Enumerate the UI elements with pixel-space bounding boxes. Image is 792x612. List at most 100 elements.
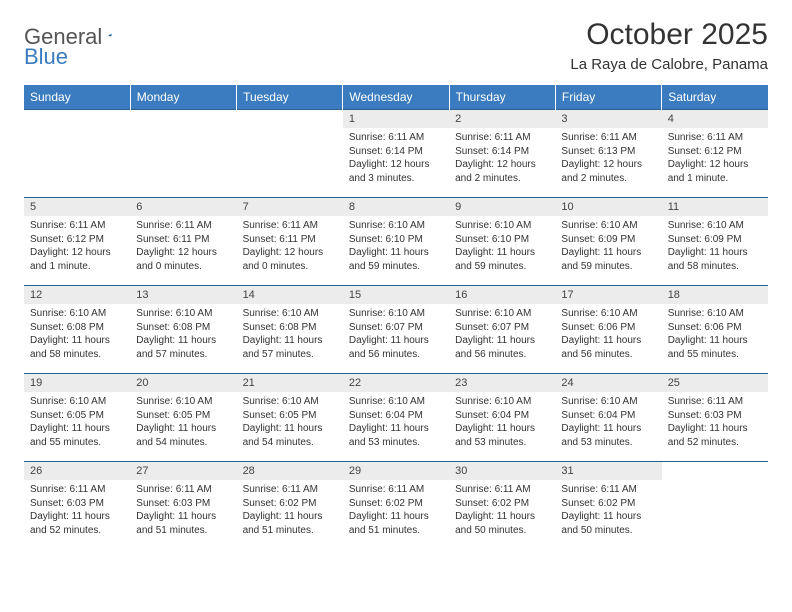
day-detail-line: and 53 minutes.	[455, 436, 549, 450]
day-detail-line: Sunrise: 6:11 AM	[455, 131, 549, 145]
calendar-day-cell	[24, 110, 130, 198]
weekday-header: Wednesday	[343, 85, 449, 110]
day-details: Sunrise: 6:11 AMSunset: 6:02 PMDaylight:…	[343, 480, 449, 540]
day-detail-line: and 58 minutes.	[30, 348, 124, 362]
calendar-day-cell: 3Sunrise: 6:11 AMSunset: 6:13 PMDaylight…	[555, 110, 661, 198]
day-number: 23	[449, 374, 555, 392]
day-number: 18	[662, 286, 768, 304]
day-number: 4	[662, 110, 768, 128]
day-detail-line: Daylight: 12 hours	[561, 158, 655, 172]
day-detail-line: Sunrise: 6:11 AM	[30, 483, 124, 497]
calendar-day-cell: 1Sunrise: 6:11 AMSunset: 6:14 PMDaylight…	[343, 110, 449, 198]
day-details: Sunrise: 6:10 AMSunset: 6:05 PMDaylight:…	[130, 392, 236, 452]
calendar-day-cell: 7Sunrise: 6:11 AMSunset: 6:11 PMDaylight…	[237, 198, 343, 286]
calendar-day-cell: 22Sunrise: 6:10 AMSunset: 6:04 PMDayligh…	[343, 374, 449, 462]
day-detail-line: Daylight: 11 hours	[668, 334, 762, 348]
day-detail-line: Sunrise: 6:11 AM	[561, 483, 655, 497]
day-details: Sunrise: 6:10 AMSunset: 6:09 PMDaylight:…	[662, 216, 768, 276]
day-detail-line: Sunset: 6:12 PM	[30, 233, 124, 247]
day-detail-line: Daylight: 11 hours	[243, 334, 337, 348]
calendar-day-cell: 28Sunrise: 6:11 AMSunset: 6:02 PMDayligh…	[237, 462, 343, 550]
day-detail-line: Sunset: 6:02 PM	[349, 497, 443, 511]
day-details	[24, 116, 130, 122]
weekday-header: Tuesday	[237, 85, 343, 110]
day-detail-line: Sunrise: 6:10 AM	[668, 307, 762, 321]
day-number: 8	[343, 198, 449, 216]
day-detail-line: Sunrise: 6:10 AM	[243, 395, 337, 409]
day-detail-line: Daylight: 11 hours	[30, 510, 124, 524]
day-detail-line: Daylight: 11 hours	[561, 422, 655, 436]
day-detail-line: Sunset: 6:08 PM	[30, 321, 124, 335]
day-detail-line: Daylight: 11 hours	[136, 334, 230, 348]
day-detail-line: Daylight: 12 hours	[243, 246, 337, 260]
day-detail-line: and 0 minutes.	[243, 260, 337, 274]
day-detail-line: Sunrise: 6:10 AM	[455, 395, 549, 409]
day-detail-line: Sunrise: 6:10 AM	[455, 307, 549, 321]
day-number: 28	[237, 462, 343, 480]
calendar-day-cell: 25Sunrise: 6:11 AMSunset: 6:03 PMDayligh…	[662, 374, 768, 462]
day-detail-line: Sunrise: 6:11 AM	[668, 131, 762, 145]
calendar-week-row: 5Sunrise: 6:11 AMSunset: 6:12 PMDaylight…	[24, 198, 768, 286]
day-number: 12	[24, 286, 130, 304]
day-detail-line: and 3 minutes.	[349, 172, 443, 186]
day-detail-line: Daylight: 11 hours	[136, 510, 230, 524]
day-details	[662, 468, 768, 474]
day-details: Sunrise: 6:10 AMSunset: 6:06 PMDaylight:…	[662, 304, 768, 364]
day-detail-line: and 54 minutes.	[136, 436, 230, 450]
calendar-day-cell: 18Sunrise: 6:10 AMSunset: 6:06 PMDayligh…	[662, 286, 768, 374]
day-detail-line: Sunset: 6:11 PM	[243, 233, 337, 247]
day-detail-line: Daylight: 12 hours	[349, 158, 443, 172]
calendar-body: 1Sunrise: 6:11 AMSunset: 6:14 PMDaylight…	[24, 110, 768, 550]
weekday-header-row: SundayMondayTuesdayWednesdayThursdayFrid…	[24, 85, 768, 110]
day-number: 21	[237, 374, 343, 392]
day-detail-line: Daylight: 11 hours	[30, 334, 124, 348]
calendar-day-cell: 2Sunrise: 6:11 AMSunset: 6:14 PMDaylight…	[449, 110, 555, 198]
day-detail-line: and 52 minutes.	[30, 524, 124, 538]
calendar-day-cell: 15Sunrise: 6:10 AMSunset: 6:07 PMDayligh…	[343, 286, 449, 374]
day-detail-line: and 56 minutes.	[561, 348, 655, 362]
day-detail-line: Sunset: 6:03 PM	[668, 409, 762, 423]
day-detail-line: Sunrise: 6:11 AM	[243, 219, 337, 233]
day-details: Sunrise: 6:10 AMSunset: 6:08 PMDaylight:…	[130, 304, 236, 364]
day-details: Sunrise: 6:10 AMSunset: 6:08 PMDaylight:…	[237, 304, 343, 364]
day-detail-line: Sunset: 6:04 PM	[349, 409, 443, 423]
day-detail-line: Sunset: 6:10 PM	[455, 233, 549, 247]
calendar-day-cell: 8Sunrise: 6:10 AMSunset: 6:10 PMDaylight…	[343, 198, 449, 286]
day-details: Sunrise: 6:11 AMSunset: 6:14 PMDaylight:…	[449, 128, 555, 188]
day-detail-line: Sunset: 6:03 PM	[30, 497, 124, 511]
day-detail-line: Daylight: 12 hours	[136, 246, 230, 260]
calendar-day-cell: 11Sunrise: 6:10 AMSunset: 6:09 PMDayligh…	[662, 198, 768, 286]
calendar-week-row: 26Sunrise: 6:11 AMSunset: 6:03 PMDayligh…	[24, 462, 768, 550]
day-detail-line: Daylight: 11 hours	[561, 334, 655, 348]
day-number: 10	[555, 198, 661, 216]
day-details: Sunrise: 6:11 AMSunset: 6:14 PMDaylight:…	[343, 128, 449, 188]
day-details: Sunrise: 6:10 AMSunset: 6:04 PMDaylight:…	[555, 392, 661, 452]
day-detail-line: Sunrise: 6:10 AM	[243, 307, 337, 321]
day-detail-line: Sunset: 6:04 PM	[561, 409, 655, 423]
day-details: Sunrise: 6:10 AMSunset: 6:04 PMDaylight:…	[449, 392, 555, 452]
day-number: 29	[343, 462, 449, 480]
day-detail-line: Sunrise: 6:11 AM	[349, 483, 443, 497]
day-details: Sunrise: 6:11 AMSunset: 6:12 PMDaylight:…	[662, 128, 768, 188]
day-details: Sunrise: 6:10 AMSunset: 6:07 PMDaylight:…	[343, 304, 449, 364]
day-details: Sunrise: 6:11 AMSunset: 6:02 PMDaylight:…	[555, 480, 661, 540]
day-detail-line: and 56 minutes.	[349, 348, 443, 362]
day-detail-line: Daylight: 11 hours	[349, 422, 443, 436]
day-detail-line: Sunrise: 6:10 AM	[349, 307, 443, 321]
calendar-day-cell: 24Sunrise: 6:10 AMSunset: 6:04 PMDayligh…	[555, 374, 661, 462]
day-detail-line: Daylight: 11 hours	[668, 246, 762, 260]
day-number: 31	[555, 462, 661, 480]
day-detail-line: Sunrise: 6:10 AM	[561, 395, 655, 409]
day-number: 15	[343, 286, 449, 304]
calendar-day-cell: 4Sunrise: 6:11 AMSunset: 6:12 PMDaylight…	[662, 110, 768, 198]
day-detail-line: and 2 minutes.	[561, 172, 655, 186]
day-number: 2	[449, 110, 555, 128]
calendar-day-cell	[662, 462, 768, 550]
day-detail-line: Daylight: 12 hours	[455, 158, 549, 172]
day-number: 24	[555, 374, 661, 392]
day-detail-line: Sunset: 6:12 PM	[668, 145, 762, 159]
day-details: Sunrise: 6:10 AMSunset: 6:06 PMDaylight:…	[555, 304, 661, 364]
day-detail-line: Daylight: 11 hours	[349, 510, 443, 524]
day-details: Sunrise: 6:10 AMSunset: 6:09 PMDaylight:…	[555, 216, 661, 276]
calendar-day-cell: 9Sunrise: 6:10 AMSunset: 6:10 PMDaylight…	[449, 198, 555, 286]
